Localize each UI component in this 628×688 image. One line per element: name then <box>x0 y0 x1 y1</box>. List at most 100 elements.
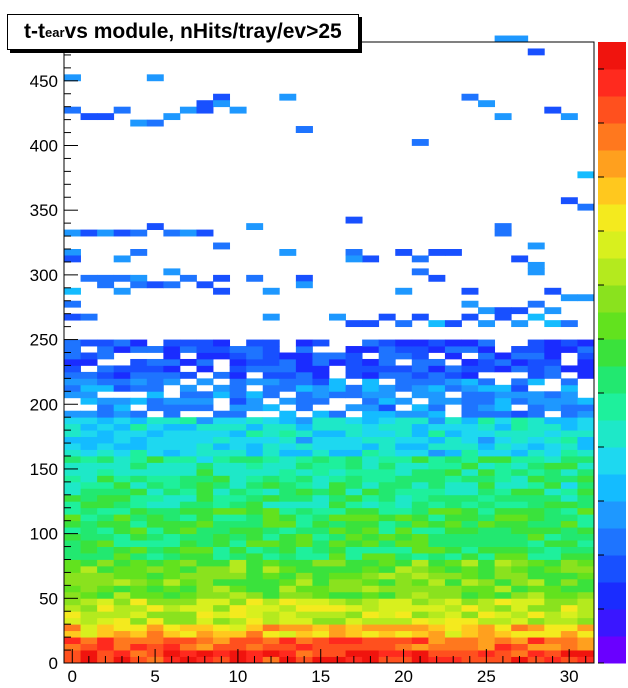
heatmap-cell <box>478 527 496 535</box>
y-tick-label: 350 <box>30 201 58 220</box>
heatmap-cell <box>494 527 512 535</box>
heatmap-cell <box>378 643 396 651</box>
heatmap-cell <box>362 346 380 353</box>
heatmap-cell <box>428 572 446 580</box>
heatmap-cell <box>494 501 512 509</box>
heatmap-cell <box>179 462 197 470</box>
heatmap-cell <box>461 637 479 644</box>
heatmap-cell <box>428 365 446 373</box>
heatmap-cell <box>262 365 280 373</box>
heatmap-cell <box>428 384 446 392</box>
heatmap-cell <box>362 650 380 657</box>
heatmap-cell-sparse <box>163 281 181 289</box>
heatmap-cell <box>527 462 545 470</box>
heatmap-cell <box>411 546 429 554</box>
heatmap-cell <box>146 468 164 476</box>
heatmap-cell <box>362 404 380 412</box>
heatmap-cell <box>527 611 545 619</box>
heatmap-cell <box>411 378 429 386</box>
heatmap-cell <box>494 540 512 547</box>
color-bar <box>598 42 626 664</box>
heatmap-cell <box>428 540 446 547</box>
heatmap-cell <box>179 611 197 619</box>
heatmap-cell <box>279 397 297 405</box>
heatmap-cell <box>312 456 330 463</box>
heatmap-cell-sparse <box>64 300 81 308</box>
heatmap-cell-sparse <box>130 229 148 237</box>
heatmap-cell <box>395 520 413 528</box>
heatmap-cell-sparse <box>411 268 429 276</box>
heatmap-cell <box>113 630 131 638</box>
heatmap-cell <box>196 423 214 431</box>
heatmap-cell <box>179 514 197 522</box>
heatmap-cell <box>511 468 529 476</box>
heatmap-cell <box>262 520 280 528</box>
heatmap-cell <box>494 617 512 625</box>
heatmap-cell-sparse <box>544 106 562 114</box>
heatmap-cell <box>411 423 429 431</box>
heatmap-cell <box>246 339 264 347</box>
heatmap-cell <box>527 643 545 651</box>
heatmap-cell-sparse <box>113 229 131 237</box>
heatmap-cell <box>345 514 363 522</box>
heatmap-cell <box>163 533 181 541</box>
heatmap-cell <box>345 507 363 515</box>
heatmap-cell <box>196 578 214 586</box>
heatmap-cell <box>229 598 247 606</box>
heatmap-cell <box>97 365 115 373</box>
heatmap-cell <box>196 462 214 470</box>
heatmap-cell <box>279 365 297 373</box>
heatmap-cell <box>213 598 231 606</box>
heatmap-cell <box>428 449 446 457</box>
heatmap-cell <box>179 475 197 483</box>
heatmap-cell <box>113 540 131 547</box>
heatmap-cell <box>279 546 297 554</box>
heatmap-cell-sparse <box>97 229 115 237</box>
heatmap-cell <box>295 520 313 528</box>
heatmap-cell <box>213 449 231 457</box>
heatmap-cell <box>312 527 330 535</box>
heatmap-cell <box>179 358 197 366</box>
heatmap-cell <box>163 559 181 567</box>
heatmap-cell <box>113 384 131 392</box>
heatmap-cell-sparse <box>544 287 562 295</box>
heatmap-cell <box>577 540 595 547</box>
heatmap-cell <box>577 507 595 515</box>
heatmap-cell <box>262 494 280 502</box>
heatmap-cell <box>428 488 446 496</box>
heatmap-cell <box>113 456 131 463</box>
heatmap-cell <box>544 456 562 463</box>
heatmap-cell-sparse <box>527 300 545 308</box>
heatmap-cell <box>362 591 380 599</box>
heatmap-cell <box>395 553 413 560</box>
heatmap-cell <box>179 617 197 625</box>
heatmap-cell <box>478 468 496 476</box>
heatmap-cell <box>196 514 214 522</box>
heatmap-cell <box>64 371 81 379</box>
heatmap-cell <box>295 358 313 366</box>
heatmap-cell <box>229 553 247 560</box>
heatmap-cell <box>295 468 313 476</box>
heatmap-cell <box>146 391 164 399</box>
heatmap-cell <box>428 475 446 483</box>
heatmap-cell <box>97 468 115 476</box>
heatmap-cell <box>527 637 545 644</box>
heatmap-cell <box>395 507 413 515</box>
heatmap-cell <box>196 650 214 657</box>
heatmap-cell <box>130 481 148 489</box>
heatmap-cell <box>411 591 429 599</box>
heatmap-cell <box>229 488 247 496</box>
heatmap-cell <box>262 430 280 437</box>
heatmap-cell <box>544 559 562 567</box>
heatmap-cell <box>494 475 512 483</box>
heatmap-cell <box>577 591 595 599</box>
heatmap-cell <box>428 643 446 651</box>
heatmap-cell <box>378 371 396 379</box>
heatmap-cell <box>130 501 148 509</box>
heatmap-cell <box>345 585 363 593</box>
heatmap-cell <box>378 617 396 625</box>
heatmap-cell <box>295 404 313 412</box>
heatmap-cell <box>80 611 98 619</box>
heatmap-cell-sparse <box>196 106 214 114</box>
heatmap-cell <box>428 565 446 573</box>
